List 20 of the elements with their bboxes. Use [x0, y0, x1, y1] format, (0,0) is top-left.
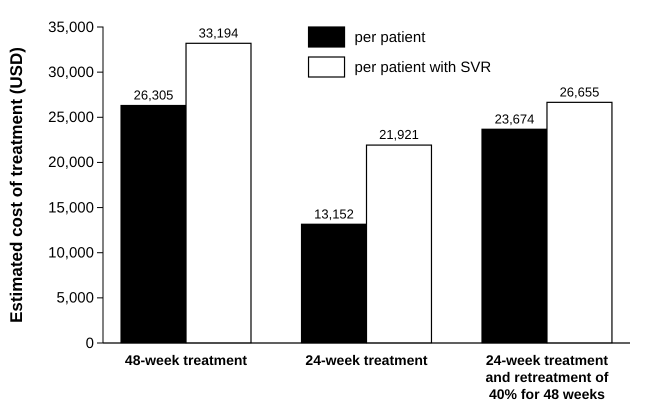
data-label: 21,921 [379, 127, 419, 142]
y-axis-title: Estimated cost of treatment (USD) [7, 47, 26, 323]
data-label: 13,152 [314, 206, 354, 222]
data-label: 33,194 [198, 25, 238, 40]
y-tick-label: 5,000 [56, 290, 94, 307]
y-tick-label: 15,000 [48, 199, 94, 216]
y-tick-label: 10,000 [48, 244, 94, 262]
legend-label: per patient [354, 29, 426, 46]
x-tick-label: 24-week treatment and retreatment of 40% for 48 weeks [486, 352, 609, 402]
legend-label: per patient with SVR [354, 59, 492, 76]
data-label: 26,305 [134, 88, 174, 103]
y-tick-label: 35,000 [48, 18, 94, 36]
y-tick-label: 20,000 [48, 154, 94, 172]
y-tick-label: 25,000 [48, 109, 94, 126]
y-tick-label: 30,000 [48, 64, 94, 81]
data-label: 23,674 [494, 111, 534, 126]
x-tick-label: 24-week treatment [305, 352, 428, 368]
x-tick-label: 48-week treatment [124, 352, 248, 368]
data-label: 26,655 [560, 84, 600, 100]
y-tick-label: 0 [86, 334, 94, 352]
